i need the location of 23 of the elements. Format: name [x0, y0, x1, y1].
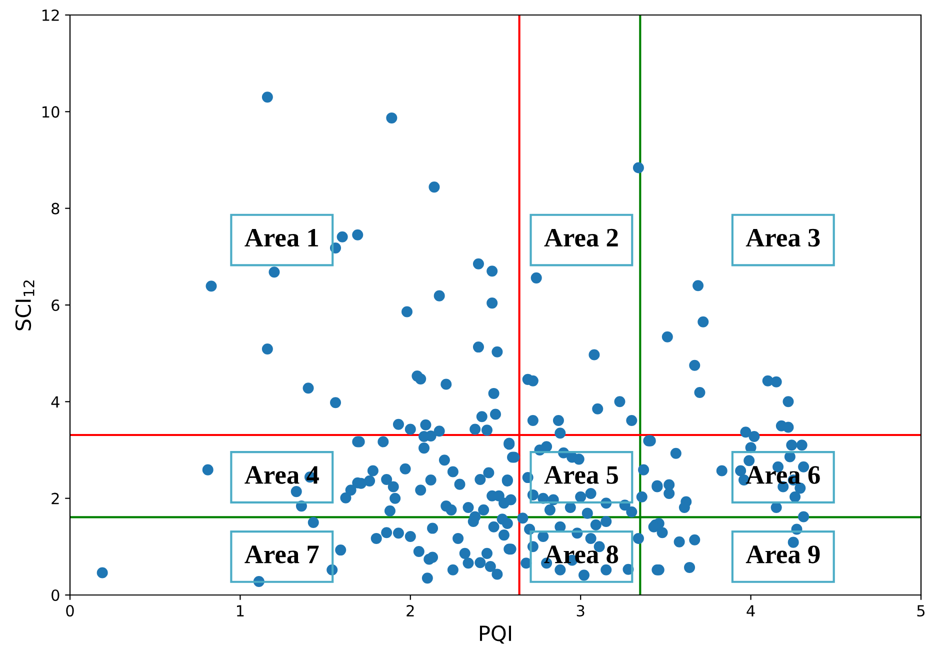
- x-tick-label: 5: [917, 605, 925, 617]
- annotation: Area 3: [746, 228, 820, 247]
- y-tick-label: 4: [51, 396, 60, 408]
- y-tick-label: 2: [52, 492, 59, 504]
- y-axis-title: SCI$_{12}$: [15, 280, 34, 330]
- annotation: Area 9: [746, 546, 820, 564]
- annotation: Area 6: [746, 466, 820, 484]
- x-tick-label: 4: [746, 605, 755, 616]
- annotation: Area 2: [544, 228, 618, 247]
- y-tick-label: 12: [42, 9, 59, 21]
- x-tick-label: 2: [406, 604, 414, 616]
- x-axis-title: PQI: [480, 625, 512, 644]
- y-tick-label: 0: [52, 589, 60, 602]
- annotation: Area 5: [544, 466, 618, 484]
- x-tick-label: 3: [576, 604, 584, 617]
- x-tick-label: 0: [66, 604, 74, 617]
- x-tick-label: 1: [237, 605, 244, 616]
- y-tick-label: 8: [52, 202, 60, 214]
- y-tick-label: 6: [52, 299, 60, 312]
- annotation: Area 8: [544, 546, 618, 564]
- annotation: Area 7: [244, 546, 319, 564]
- y-tick-label: 10: [42, 106, 60, 118]
- annotation: Area 1: [244, 228, 318, 247]
